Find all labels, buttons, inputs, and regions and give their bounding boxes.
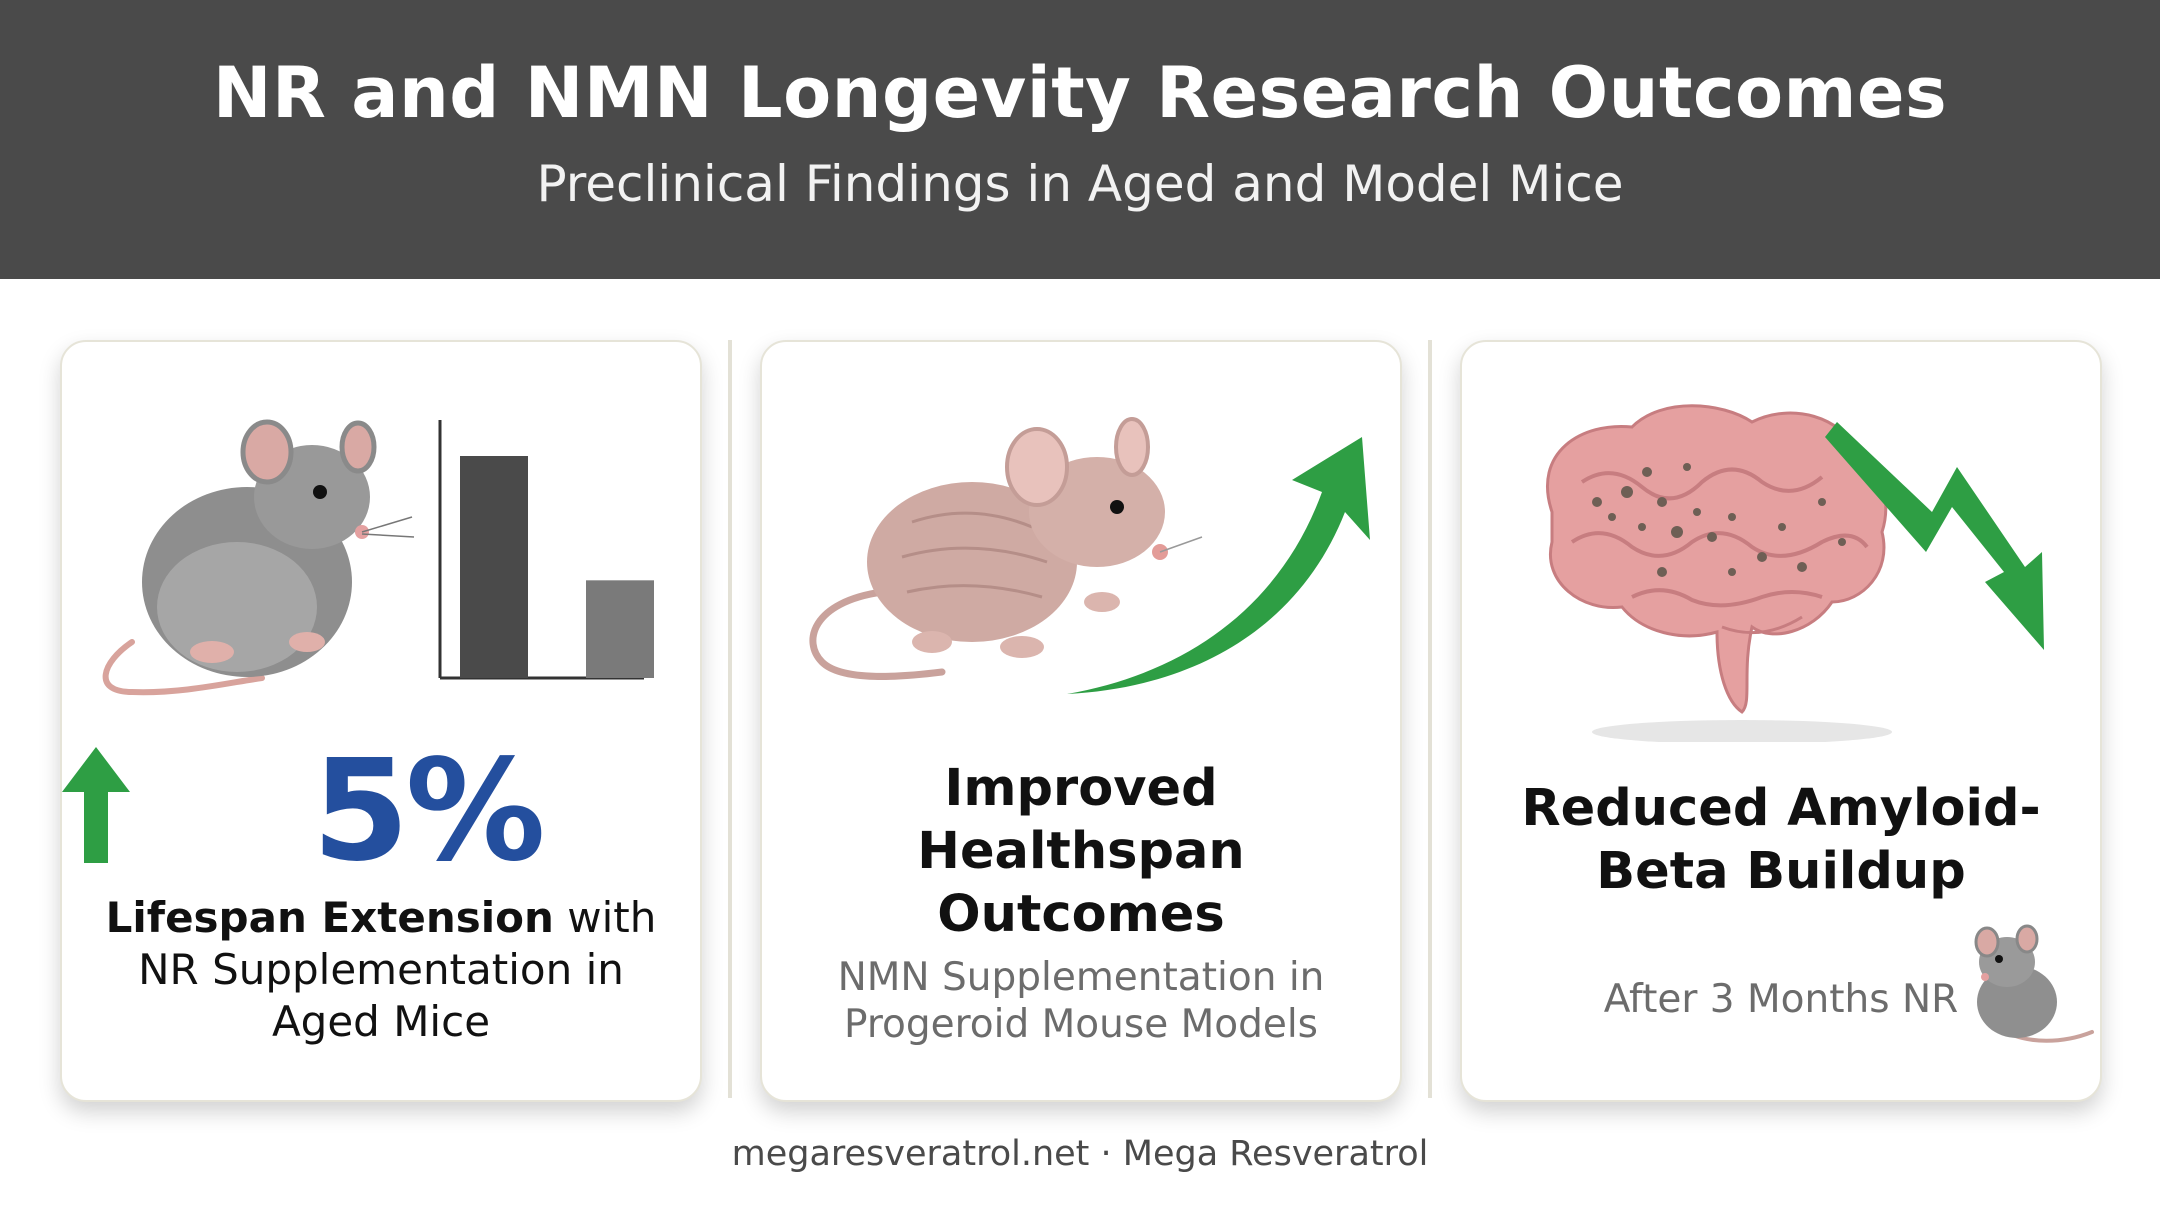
card-divider bbox=[1428, 340, 1432, 1098]
small-mouse-icon bbox=[1974, 924, 2094, 1043]
rising-trend-arrow-icon bbox=[1067, 437, 1370, 694]
amyloid-card: Reduced Amyloid-Beta Buildup After 3 Mon… bbox=[1460, 340, 2102, 1102]
chart-bar-1 bbox=[460, 456, 528, 678]
healthspan-illustration bbox=[809, 417, 1370, 694]
page-subtitle: Preclinical Findings in Aged and Model M… bbox=[536, 155, 1624, 213]
lifespan-description-bold: Lifespan Extension bbox=[105, 893, 554, 942]
healthspan-subtext: NMN Supplementation in Progeroid Mouse M… bbox=[837, 955, 1325, 1047]
gray-mouse-icon bbox=[102, 419, 415, 696]
lifespan-stat-value: 5% bbox=[312, 730, 546, 893]
healthspan-card: Improved Healthspan Outcomes NMN Supplem… bbox=[760, 340, 1402, 1102]
amyloid-subtext: After 3 Months NR bbox=[1603, 977, 1959, 1022]
falling-trend-arrow-icon bbox=[1825, 422, 2044, 650]
healthspan-heading: Improved Healthspan Outcomes bbox=[917, 759, 1245, 944]
card-divider bbox=[728, 340, 732, 1098]
footer-credit: megaresveratrol.net · Mega Resveratrol bbox=[731, 1134, 1429, 1174]
lifespan-description: Lifespan Extension with NR Supplementati… bbox=[82, 892, 680, 1048]
up-arrow-icon bbox=[62, 747, 130, 863]
amyloid-heading: Reduced Amyloid-Beta Buildup bbox=[1521, 779, 2041, 901]
bar-chart-icon bbox=[438, 420, 654, 680]
amyloid-illustration bbox=[1546, 404, 2044, 742]
lifespan-description-rest: with NR Supplementation in Aged Mice bbox=[138, 893, 657, 1046]
lifespan-card: 5% Lifespan Extension with NR Supplement… bbox=[60, 340, 702, 1102]
chart-bar-2 bbox=[586, 580, 654, 678]
header-banner: NR and NMN Longevity Research Outcomes P… bbox=[0, 0, 2160, 279]
lifespan-illustration bbox=[102, 419, 654, 696]
hairless-mouse-icon bbox=[809, 417, 1203, 680]
page-title: NR and NMN Longevity Research Outcomes bbox=[212, 52, 1948, 134]
brain-icon bbox=[1546, 404, 1892, 742]
lifespan-stat: 5% bbox=[62, 730, 700, 893]
